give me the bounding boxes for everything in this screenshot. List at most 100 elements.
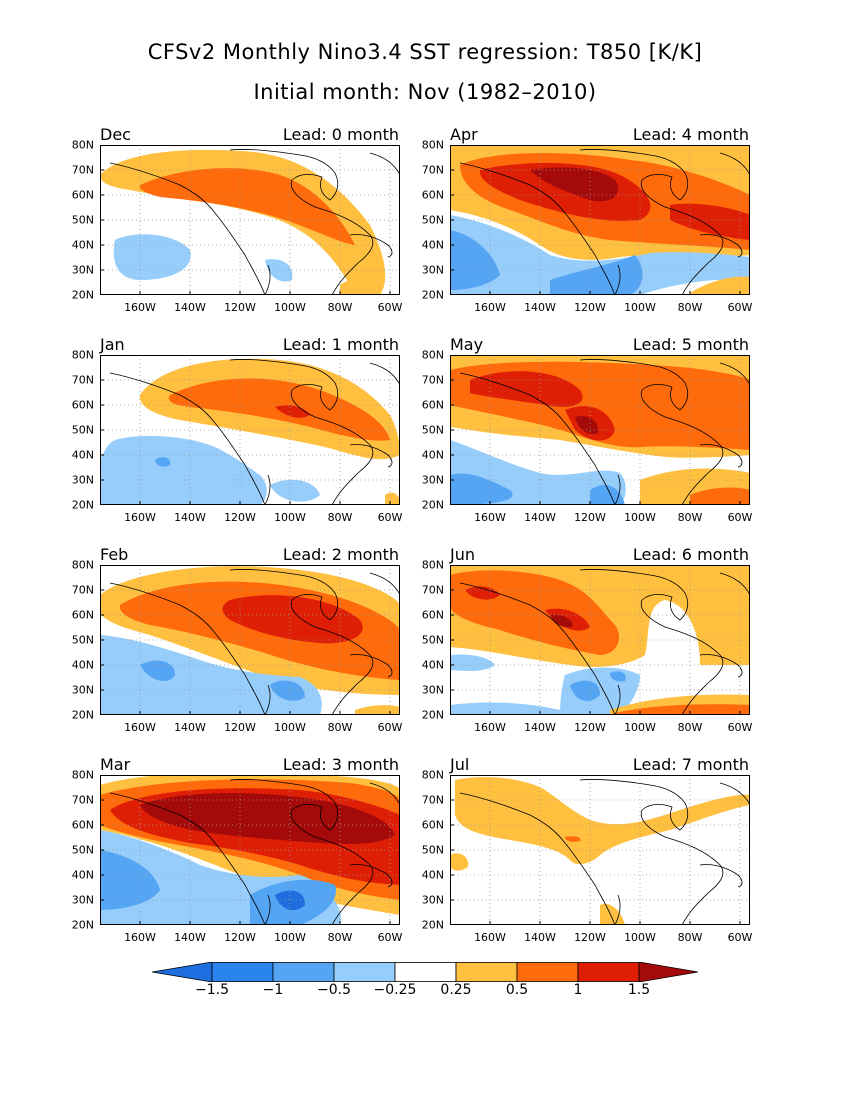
- figure-title: CFSv2 Monthly Nino3.4 SST regression: T8…: [147, 40, 703, 64]
- lat-tick-label: 30N: [71, 893, 94, 907]
- lon-tick-label: 80W: [327, 931, 353, 944]
- lat-tick-label: 70N: [421, 793, 444, 807]
- coastline: [459, 372, 616, 505]
- coastline: [579, 148, 724, 295]
- lat-tick-label: 30N: [71, 473, 94, 487]
- coastline: [719, 152, 750, 176]
- lat-tick-label: 70N: [421, 583, 444, 597]
- map-plot: 80N 70N 60N 50N 40N 30N 20N 160W 140W 120W 100W 80W…: [72, 349, 403, 525]
- shaded-region: [530, 167, 619, 202]
- lon-tick-label: 100W: [274, 301, 306, 314]
- coastline: [369, 362, 400, 386]
- coastline: [579, 358, 724, 505]
- lon-tick-label: 80W: [677, 511, 703, 524]
- lon-tick-label: 120W: [574, 301, 606, 314]
- lat-tick-label: 20N: [421, 918, 444, 932]
- coastline: [614, 474, 621, 505]
- coastline: [349, 654, 393, 678]
- lon-tick-label: 140W: [524, 931, 556, 944]
- colorbar-segment: [151, 961, 213, 983]
- shaded-region: [600, 903, 625, 925]
- map-plot: 80N 70N 60N 50N 40N 30N 20N 160W 140W 120W 100W 80W…: [422, 769, 753, 945]
- lat-tick-label: 80N: [421, 558, 444, 572]
- coastline: [264, 684, 271, 715]
- lon-tick-label: 140W: [174, 721, 206, 734]
- shaded-region: [270, 680, 305, 701]
- lon-tick-label: 80W: [327, 721, 353, 734]
- map-panel: May Lead: 5 month 80N 70N 60N 50N 40N 30N 20N 160…: [420, 335, 753, 535]
- lat-tick-label: 80N: [421, 768, 444, 782]
- shaded-region: [450, 473, 513, 505]
- lat-tick-label: 40N: [421, 658, 444, 672]
- lon-tick-label: 100W: [274, 721, 306, 734]
- regression-map: [450, 775, 750, 925]
- coastline: [264, 894, 271, 925]
- lon-tick-label: 60W: [727, 721, 753, 734]
- lat-tick-label: 80N: [421, 348, 444, 362]
- shaded-region: [113, 234, 191, 280]
- colorbar-label: −1.5: [195, 982, 229, 998]
- coastline: [349, 234, 393, 258]
- lon-tick-label: 160W: [474, 931, 506, 944]
- lat-tick-label: 80N: [71, 138, 94, 152]
- panel-month-label: Dec: [100, 125, 131, 144]
- shaded-region: [275, 890, 305, 911]
- lat-tick-label: 40N: [421, 448, 444, 462]
- coastline: [349, 444, 393, 468]
- lat-tick-label: 30N: [421, 893, 444, 907]
- lon-tick-label: 100W: [274, 931, 306, 944]
- coastline: [264, 264, 271, 295]
- coastline: [264, 474, 271, 505]
- map-panel: Jan Lead: 1 month 80N 70N 60N 50N 40N 30N 20N 160…: [70, 335, 403, 535]
- colorbar-segment: [516, 962, 579, 982]
- coastline: [719, 782, 750, 806]
- lon-tick-label: 100W: [624, 301, 656, 314]
- coastline: [614, 264, 621, 295]
- shaded-region: [340, 280, 365, 295]
- coastline: [459, 792, 616, 925]
- shaded-region: [385, 492, 400, 505]
- colorbar-segment: [333, 962, 396, 982]
- panel-lead-label: Lead: 1 month: [282, 335, 399, 354]
- coastline: [699, 444, 743, 468]
- lon-tick-label: 140W: [524, 511, 556, 524]
- lon-tick-label: 60W: [727, 931, 753, 944]
- lon-tick-label: 120W: [224, 931, 256, 944]
- lat-tick-label: 80N: [71, 558, 94, 572]
- lon-tick-label: 100W: [274, 511, 306, 524]
- lon-tick-label: 140W: [174, 931, 206, 944]
- shaded-region: [465, 586, 500, 600]
- coastline: [614, 684, 621, 715]
- shaded-region: [690, 276, 750, 295]
- map-panel: Feb Lead: 2 month 80N 70N 60N 50N 40N 30N 20N 160…: [70, 545, 403, 745]
- lat-tick-label: 70N: [71, 793, 94, 807]
- lat-tick-label: 70N: [71, 583, 94, 597]
- coastline: [459, 162, 616, 295]
- shaded-region: [265, 259, 293, 282]
- panel-month-label: Apr: [450, 125, 478, 144]
- shaded-region: [570, 680, 600, 701]
- panel-lead-label: Lead: 7 month: [632, 755, 749, 774]
- lat-tick-label: 50N: [421, 633, 444, 647]
- coastline: [369, 782, 400, 806]
- colorbar-label: −1: [262, 982, 284, 998]
- lon-tick-label: 120W: [574, 721, 606, 734]
- panel-month-label: May: [450, 335, 484, 354]
- panel-lead-label: Lead: 3 month: [282, 755, 399, 774]
- coastline: [109, 372, 266, 505]
- coastline: [229, 148, 374, 295]
- map-panel: Jul Lead: 7 month 80N 70N 60N 50N 40N 30N 20N 160…: [420, 755, 753, 955]
- shaded-region: [270, 479, 320, 502]
- coastline: [719, 362, 750, 386]
- lat-tick-label: 20N: [421, 288, 444, 302]
- map-plot: 80N 70N 60N 50N 40N 30N 20N 160W 140W 120W 100W 80W…: [422, 139, 753, 315]
- lon-tick-label: 80W: [677, 721, 703, 734]
- lon-tick-label: 120W: [574, 931, 606, 944]
- lat-tick-label: 50N: [71, 633, 94, 647]
- panel-lead-label: Lead: 6 month: [632, 545, 749, 564]
- lon-tick-label: 140W: [524, 721, 556, 734]
- shaded-region: [155, 457, 171, 467]
- lat-tick-label: 40N: [421, 868, 444, 882]
- coastline: [699, 654, 743, 678]
- lon-tick-label: 160W: [124, 931, 156, 944]
